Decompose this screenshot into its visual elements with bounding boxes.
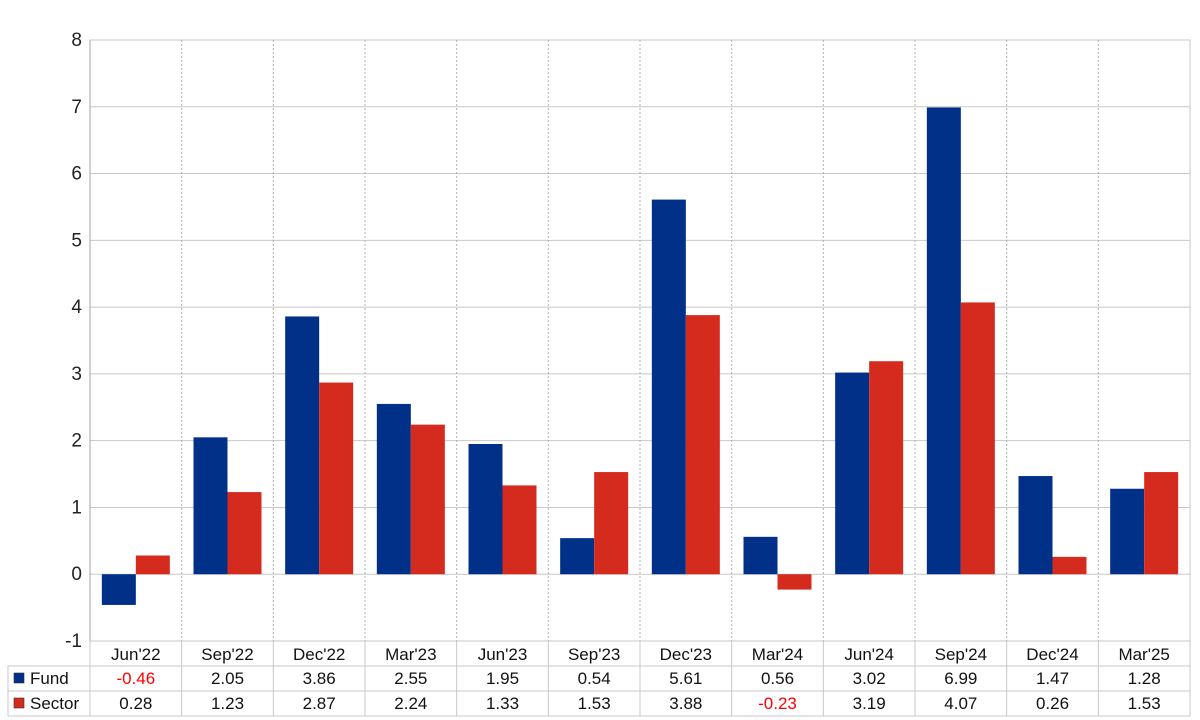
- table-value-sector: 1.53: [578, 694, 611, 713]
- x-category-label: Jun'22: [111, 645, 161, 664]
- table-value-fund: 0.56: [761, 669, 794, 688]
- table-value-fund: 2.05: [211, 669, 244, 688]
- bar-sector: [227, 492, 262, 575]
- table-value-fund: 3.02: [853, 669, 886, 688]
- bars: [101, 107, 1179, 605]
- bar-fund: [835, 372, 870, 575]
- y-tick-label: 0: [71, 564, 82, 585]
- table-value-sector: 0.26: [1036, 694, 1069, 713]
- bar-fund: [651, 199, 686, 575]
- y-tick-label: 2: [71, 431, 82, 452]
- x-category-label: Sep'22: [201, 645, 253, 664]
- legend-label-fund: Fund: [30, 669, 69, 688]
- table-value-sector: 0.28: [119, 694, 152, 713]
- x-category-label: Sep'23: [568, 645, 620, 664]
- x-category-label: Mar'24: [752, 645, 803, 664]
- y-tick-label: 6: [71, 164, 82, 185]
- bar-sector: [960, 302, 995, 575]
- bar-fund: [468, 444, 503, 575]
- bar-fund: [926, 107, 961, 575]
- table-value-fund: 5.61: [669, 669, 702, 688]
- table-value-fund: 6.99: [944, 669, 977, 688]
- y-tick-label: -1: [65, 631, 82, 652]
- bar-sector: [502, 485, 537, 575]
- table-value-sector: 3.19: [853, 694, 886, 713]
- y-tick-label: 5: [71, 230, 82, 251]
- bar-sector: [1144, 472, 1179, 575]
- bar-fund: [1018, 476, 1053, 575]
- table-value-fund: 1.28: [1128, 669, 1161, 688]
- table-value-sector: 2.24: [394, 694, 427, 713]
- table-value-sector: 1.53: [1128, 694, 1161, 713]
- bar-sector: [319, 382, 354, 575]
- y-tick-label: 8: [71, 30, 82, 51]
- legend-swatch-sector: [13, 697, 25, 709]
- x-category-label: Dec'23: [660, 645, 712, 664]
- table-value-fund: 2.55: [394, 669, 427, 688]
- bar-fund: [743, 536, 778, 575]
- table-value-sector: 1.23: [211, 694, 244, 713]
- bar-fund: [193, 437, 228, 575]
- table-value-fund: 1.95: [486, 669, 519, 688]
- legend-label-sector: Sector: [30, 694, 79, 713]
- x-category-label: Mar'25: [1118, 645, 1169, 664]
- bar-fund: [560, 538, 595, 575]
- x-category-label: Sep'24: [935, 645, 987, 664]
- x-category-label: Jun'24: [844, 645, 894, 664]
- bar-fund: [285, 316, 320, 575]
- y-tick-label: 3: [71, 364, 82, 385]
- x-category-label: Jun'23: [478, 645, 528, 664]
- bar-fund: [1110, 488, 1145, 575]
- bar-sector: [777, 574, 812, 590]
- y-tick-label: 4: [71, 297, 82, 318]
- y-tick-label: 7: [71, 97, 82, 118]
- bar-sector: [1052, 556, 1087, 575]
- y-axis-ticks: 8 7 6 5 4 3 2 1 0 -1: [65, 30, 82, 652]
- y-tick-label: 1: [71, 497, 82, 518]
- bar-sector: [685, 315, 720, 575]
- legend-swatch-fund: [13, 672, 25, 684]
- x-category-label: Mar'23: [385, 645, 436, 664]
- table-value-sector: 3.88: [669, 694, 702, 713]
- data-table: Jun'22 Sep'22 Dec'22 Mar'23 Jun'23 Sep'23 Dec'…: [7, 640, 1191, 717]
- table-value-sector: 2.87: [303, 694, 336, 713]
- x-category-label: Dec'22: [293, 645, 345, 664]
- table-value-sector: 4.07: [944, 694, 977, 713]
- grid: [89, 39, 1191, 642]
- table-value-sector: 1.33: [486, 694, 519, 713]
- table-value-sector: -0.23: [758, 694, 797, 713]
- table-value-fund: 3.86: [303, 669, 336, 688]
- table-value-fund: -0.46: [116, 669, 155, 688]
- table-value-fund: 0.54: [578, 669, 611, 688]
- bar-sector: [594, 472, 629, 575]
- bar-sector: [869, 361, 904, 575]
- bar-sector: [135, 555, 170, 575]
- bar-fund: [376, 403, 411, 575]
- x-category-label: Dec'24: [1026, 645, 1078, 664]
- bar-sector: [410, 424, 445, 575]
- table-value-fund: 1.47: [1036, 669, 1069, 688]
- bar-fund: [101, 574, 136, 605]
